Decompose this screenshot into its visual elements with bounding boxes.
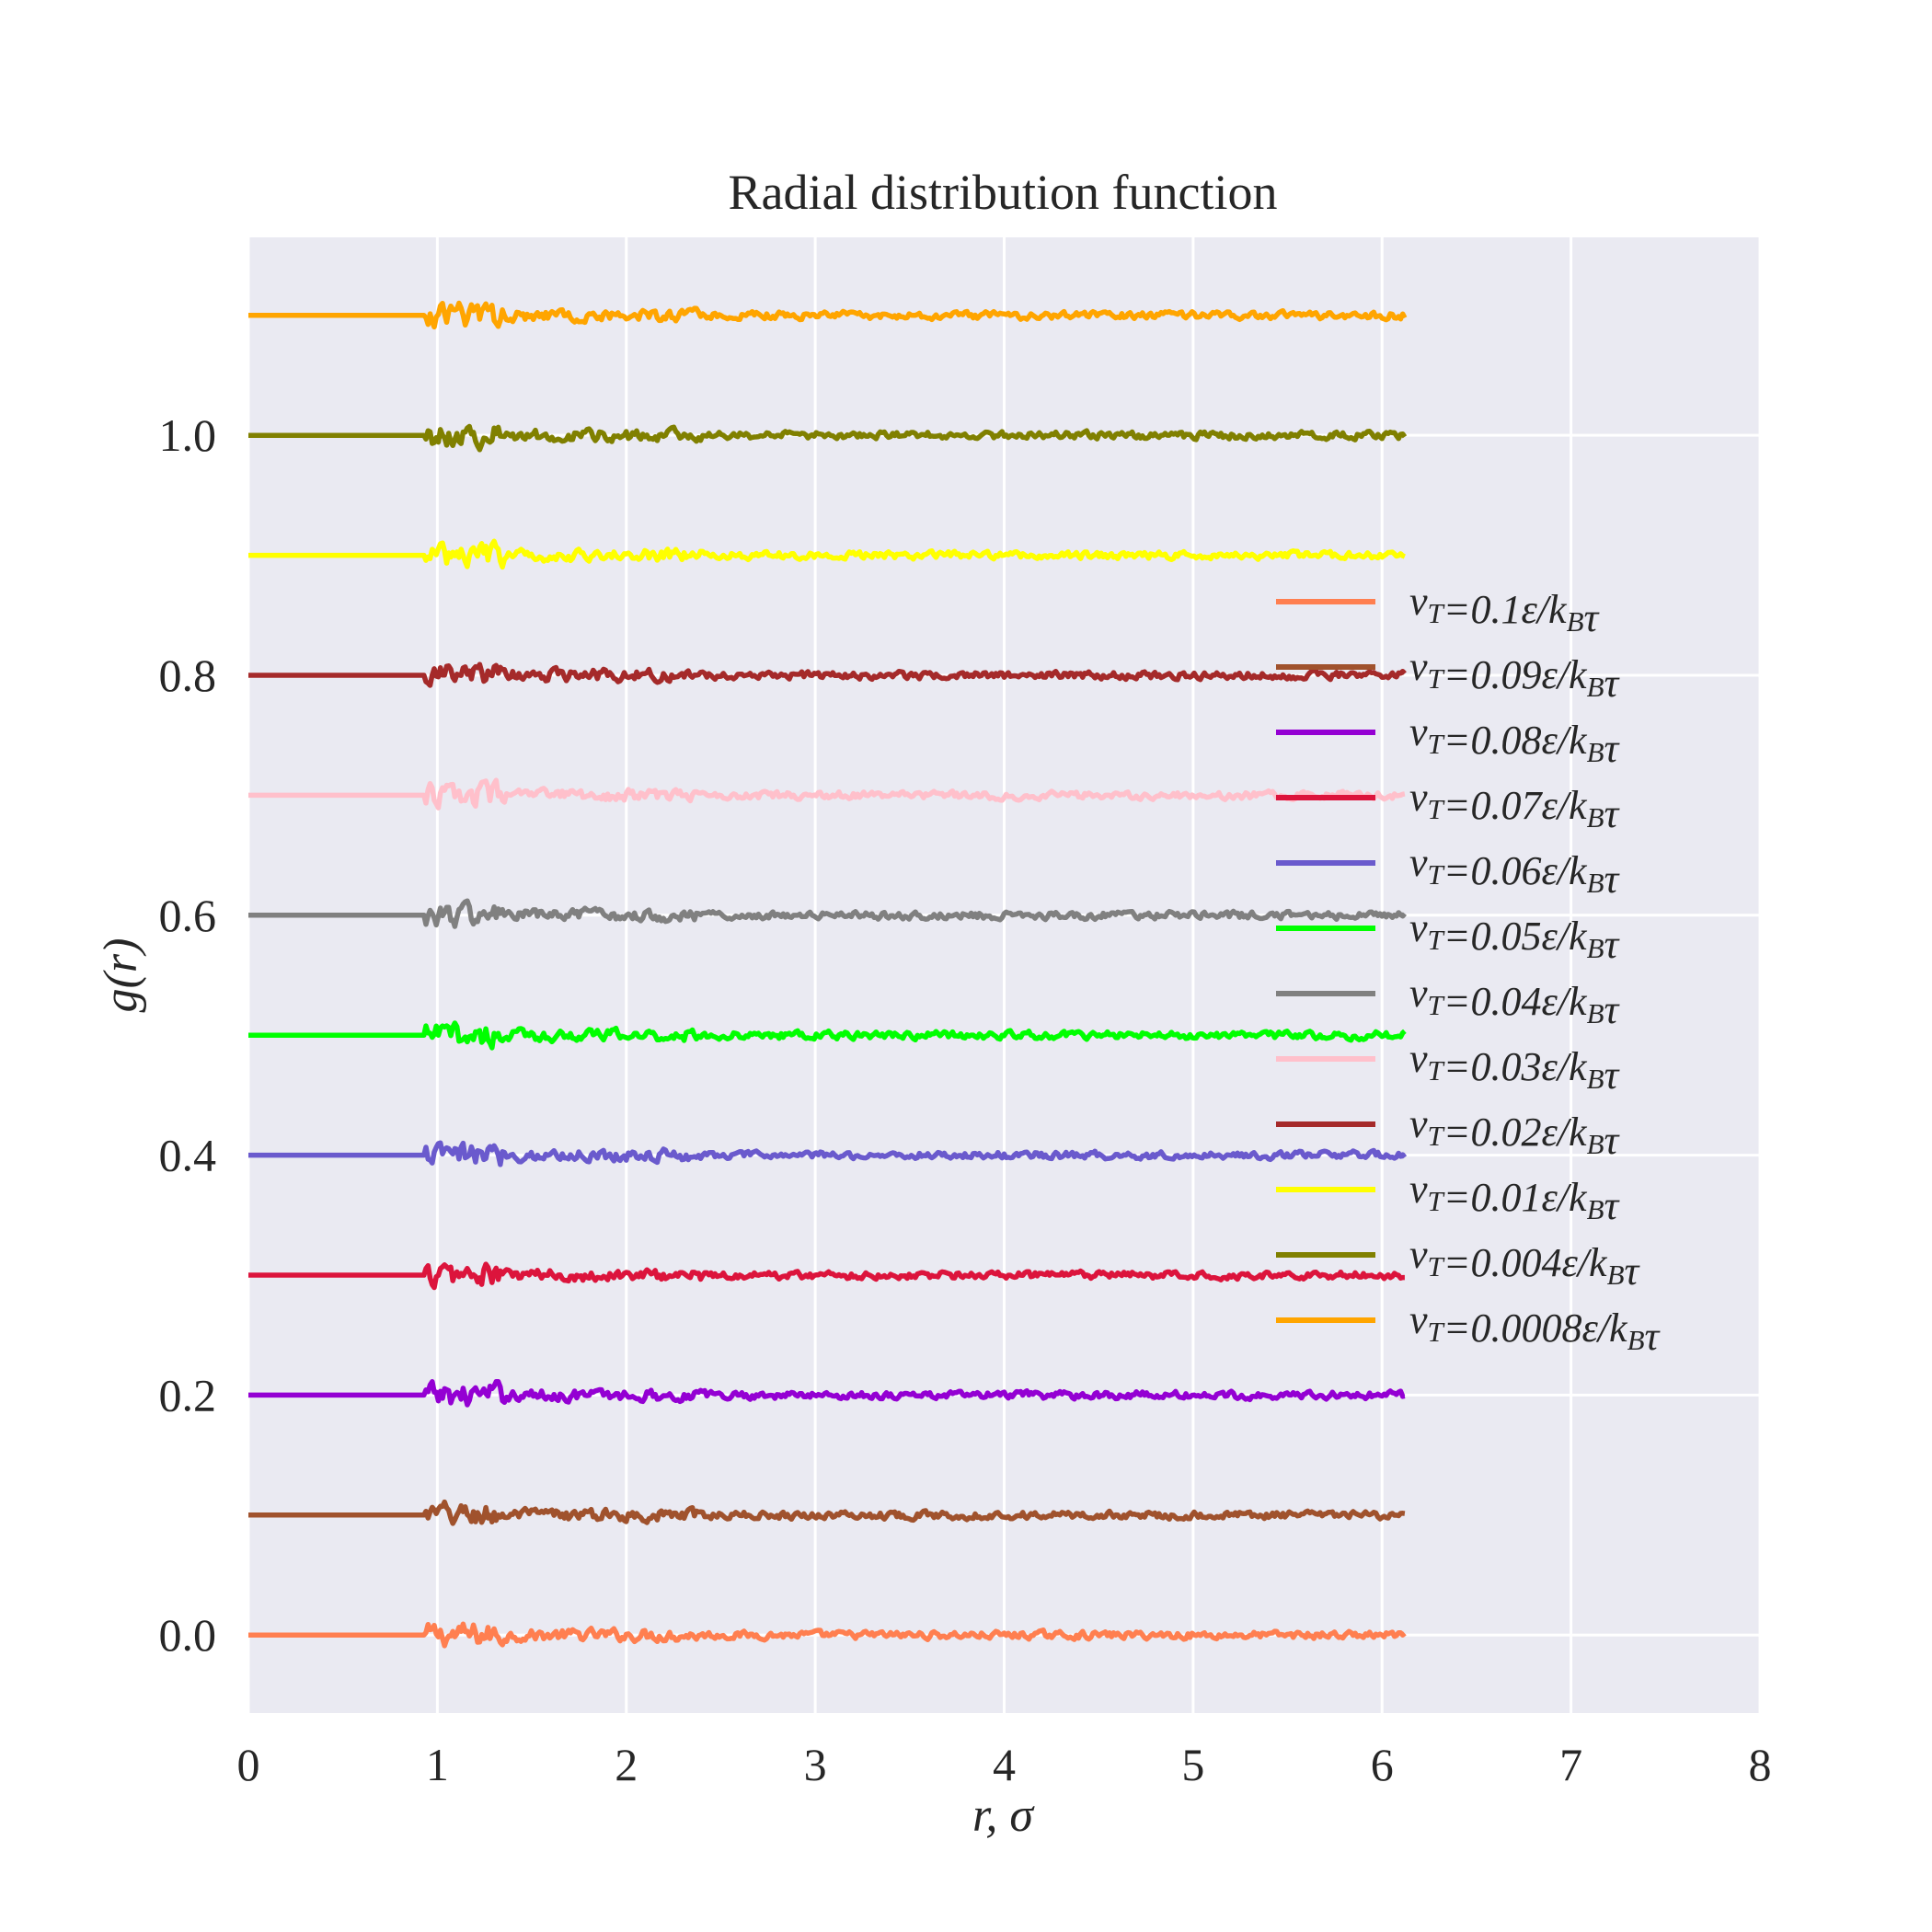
x-tick-label: 6 bbox=[1371, 1739, 1394, 1790]
x-tick-label: 3 bbox=[804, 1739, 827, 1790]
x-tick-labels: 0 1 2 3 4 5 6 7 8 bbox=[237, 1739, 1772, 1790]
y-tick-label: 0.4 bbox=[159, 1130, 217, 1181]
legend-label: vT=0.004ε/kBτ bbox=[1409, 1232, 1641, 1294]
series-line bbox=[247, 1140, 1408, 1167]
legend-label: vT=0.1ε/kBτ bbox=[1409, 579, 1601, 640]
legend-label: vT=0.0008ε/kBτ bbox=[1409, 1297, 1662, 1359]
series-lines bbox=[247, 300, 1408, 1649]
legend-label: vT=0.08ε/kBτ bbox=[1409, 709, 1621, 771]
legend-label: vT=0.07ε/kBτ bbox=[1409, 775, 1621, 836]
legend-label: vT=0.04ε/kBτ bbox=[1409, 971, 1621, 1032]
y-tick-label: 0.6 bbox=[159, 890, 217, 941]
series-line bbox=[247, 538, 1406, 570]
x-tick-label: 8 bbox=[1749, 1739, 1772, 1790]
legend-label: vT=0.01ε/kBτ bbox=[1409, 1167, 1621, 1228]
legend-label: vT=0.02ε/kBτ bbox=[1409, 1101, 1621, 1163]
chart-title: Radial distribution function bbox=[729, 165, 1278, 220]
x-tick-label: 2 bbox=[615, 1739, 638, 1790]
y-tick-label: 0.8 bbox=[159, 650, 217, 701]
y-tick-label: 1.0 bbox=[159, 409, 217, 461]
x-axis-label: r, σ bbox=[972, 1789, 1035, 1842]
series-line bbox=[247, 661, 1407, 688]
series-line bbox=[247, 1621, 1407, 1649]
legend-label: vT=0.06ε/kBτ bbox=[1409, 840, 1621, 902]
y-tick-label: 0.0 bbox=[159, 1609, 217, 1661]
series-line bbox=[247, 300, 1408, 330]
series-line bbox=[247, 1020, 1407, 1051]
x-tick-label: 7 bbox=[1559, 1739, 1582, 1790]
y-tick-label: 0.2 bbox=[159, 1369, 217, 1420]
series-line bbox=[247, 1499, 1406, 1526]
legend: vT=0.1ε/kBτvT=0.09ε/kBτvT=0.08ε/kBτvT=0.… bbox=[1276, 579, 1662, 1359]
x-tick-label: 1 bbox=[426, 1739, 449, 1790]
series-line bbox=[247, 777, 1406, 811]
x-tick-label: 0 bbox=[237, 1739, 260, 1790]
legend-label: vT=0.03ε/kBτ bbox=[1409, 1036, 1621, 1098]
y-axis-label: g(r) bbox=[95, 938, 147, 1013]
y-tick-labels: 0.0 0.2 0.4 0.6 0.8 1.0 bbox=[159, 409, 217, 1661]
legend-label: vT=0.05ε/kBτ bbox=[1409, 905, 1621, 967]
x-tick-label: 4 bbox=[993, 1739, 1016, 1790]
series-line bbox=[247, 1379, 1406, 1408]
x-tick-label: 5 bbox=[1181, 1739, 1204, 1790]
legend-label: vT=0.09ε/kBτ bbox=[1409, 644, 1621, 706]
series-line bbox=[247, 1261, 1406, 1291]
series-line bbox=[247, 423, 1408, 453]
series-line bbox=[247, 898, 1407, 929]
